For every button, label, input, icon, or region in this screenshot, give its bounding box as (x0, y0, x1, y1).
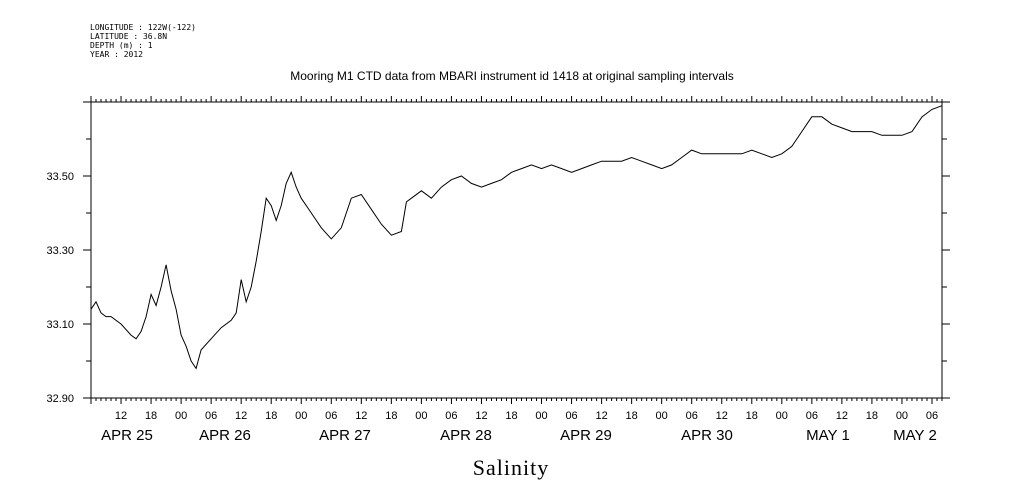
x-date-label: MAY 2 (893, 427, 937, 444)
x-hour-label: 18 (746, 410, 758, 422)
x-hour-label: 12 (355, 410, 367, 422)
x-hour-label: 18 (866, 410, 878, 422)
x-date-label: APR 30 (681, 427, 733, 444)
plot-frame (90, 101, 943, 399)
x-axis-date-labels: APR 25 APR 26 APR 27 APR 28 APR 29 APR 30 MAY … (101, 427, 937, 444)
x-hour-label: 00 (295, 410, 307, 422)
x-hour-label: 12 (595, 410, 607, 422)
x-hour-label: 12 (475, 410, 487, 422)
x-date-label: APR 25 (101, 427, 153, 444)
x-hour-label: 12 (235, 410, 247, 422)
x-hour-label: 06 (806, 410, 818, 422)
x-hour-label: 00 (656, 410, 668, 422)
x-date-label: APR 29 (560, 427, 612, 444)
x-axis-hour-labels: 12 18 00 06 12 18 00 06 12 18 00 06 12 18 00 06 12 18 00 06… (115, 410, 938, 422)
metadata-header: LONGITUDE : 122W(-122)LATITUDE : 36.8NDE… (90, 23, 196, 59)
x-axis-title: Salinity (473, 455, 549, 480)
data-series (90, 105, 943, 370)
x-hour-label: 12 (836, 410, 848, 422)
salinity-line (90, 105, 943, 370)
x-hour-label: 18 (385, 410, 397, 422)
y-tick-label: 33.10 (46, 319, 74, 331)
x-hour-label: 06 (205, 410, 217, 422)
y-tick-label: 33.50 (46, 171, 74, 183)
x-hour-label: 00 (896, 410, 908, 422)
x-hour-label: 06 (686, 410, 698, 422)
x-hour-label: 06 (926, 410, 938, 422)
x-hour-label: 06 (325, 410, 337, 422)
x-date-label: APR 26 (199, 427, 251, 444)
x-date-label: MAY 1 (806, 427, 850, 444)
axis-ticks (83, 96, 950, 404)
x-hour-label: 12 (115, 410, 127, 422)
x-hour-label: 18 (626, 410, 638, 422)
x-hour-label: 00 (776, 410, 788, 422)
x-hour-label: 00 (415, 410, 427, 422)
y-tick-label: 32.90 (46, 393, 74, 405)
x-hour-label: 06 (565, 410, 577, 422)
x-hour-label: 18 (265, 410, 277, 422)
x-hour-label: 00 (175, 410, 187, 422)
y-tick-label: 33.30 (46, 245, 74, 257)
x-hour-label: 00 (535, 410, 547, 422)
x-date-label: APR 28 (440, 427, 492, 444)
header-line: DEPTH (m) : 1 (90, 41, 153, 50)
x-hour-label: 18 (505, 410, 517, 422)
y-axis-labels: 32.90 33.10 33.30 33.50 (46, 171, 74, 405)
x-date-label: APR 27 (319, 427, 371, 444)
x-hour-label: 18 (145, 410, 157, 422)
chart-title: Mooring M1 CTD data from MBARI instrumen… (290, 69, 734, 83)
x-hour-label: 06 (445, 410, 457, 422)
x-hour-label: 12 (716, 410, 728, 422)
header-line: YEAR : 2012 (90, 50, 143, 59)
header-line: LATITUDE : 36.8N (90, 32, 167, 41)
header-line: LONGITUDE : 122W(-122) (90, 23, 196, 32)
